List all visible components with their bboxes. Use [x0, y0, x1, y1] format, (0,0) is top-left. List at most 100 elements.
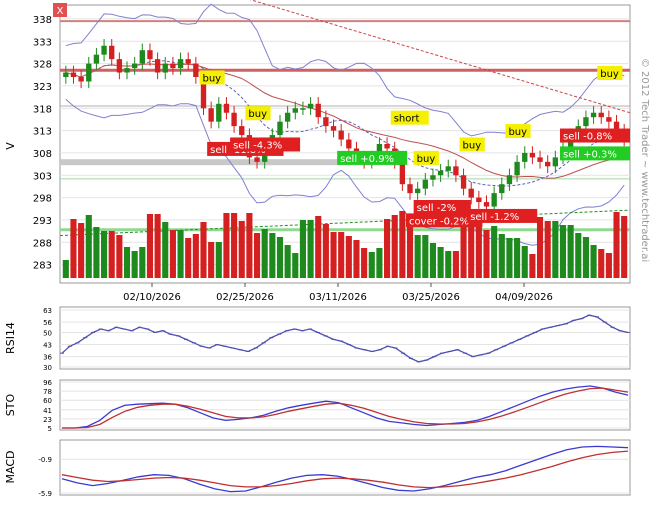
volume-bar	[269, 233, 276, 278]
candle	[545, 161, 551, 167]
volume-bar	[605, 253, 612, 278]
volume-bar	[292, 253, 299, 278]
candle	[414, 188, 421, 194]
candle	[109, 45, 115, 60]
volume-bar	[353, 240, 360, 278]
volume-bar	[192, 234, 199, 278]
candle	[239, 126, 245, 136]
candle	[552, 157, 559, 167]
candle	[277, 121, 283, 136]
candle	[583, 117, 589, 127]
volume-bar	[460, 210, 467, 278]
sto-axis-label: STO	[4, 393, 17, 416]
candle	[116, 59, 123, 73]
candle	[307, 103, 314, 109]
volume-bar	[284, 245, 291, 278]
volume-bar	[299, 220, 306, 278]
candle	[483, 202, 490, 207]
volume-bar	[414, 235, 421, 278]
volume-bar	[475, 226, 482, 278]
volume-bar	[177, 230, 184, 278]
signal-label: short	[394, 114, 420, 125]
signal-label: sell -1.2%	[470, 212, 519, 223]
volume-bar	[621, 216, 628, 278]
macd-axis-label: MACD	[4, 451, 17, 484]
signal-badge	[413, 150, 439, 165]
close-icon[interactable]: X	[57, 6, 64, 17]
candle	[590, 112, 597, 118]
volume-bar	[498, 234, 505, 278]
signal-label: buy	[600, 69, 619, 80]
candle	[131, 63, 138, 69]
close-button[interactable]	[53, 3, 67, 17]
volume-bar	[598, 249, 605, 278]
volume-bar	[307, 220, 314, 278]
signal-label: sell -2%	[417, 203, 457, 214]
volume-bar	[429, 243, 437, 278]
volume-bar	[62, 260, 69, 278]
volume-bar	[445, 251, 452, 278]
volume-bar	[391, 215, 398, 278]
candle	[384, 144, 390, 149]
candle	[445, 166, 451, 171]
volume-bar	[384, 219, 391, 278]
candle	[422, 179, 428, 189]
candle	[514, 161, 520, 176]
volume-bar	[437, 247, 444, 278]
price-tick-label: 298	[33, 194, 52, 205]
volume-bar	[139, 247, 146, 278]
candle	[437, 170, 444, 176]
price-tick-label: 293	[33, 216, 52, 227]
date-label: 04/09/2026	[495, 292, 553, 303]
candle	[407, 184, 413, 194]
signal-label: cover -0.2%	[409, 216, 469, 227]
price-tick-label: 328	[33, 60, 52, 71]
signal-label: sell -0.8%	[563, 132, 612, 143]
watermark: © 2012 Tech Trader ~ www.techtrader.ai	[639, 58, 650, 262]
signal-badge	[390, 110, 429, 125]
trendline	[249, 0, 631, 114]
candle	[86, 63, 92, 82]
volume-bar	[345, 236, 352, 278]
lower-band-line	[65, 98, 625, 246]
candle	[399, 161, 406, 185]
price-tick-label: 318	[33, 104, 52, 115]
candle	[453, 166, 459, 176]
macd-tick-label: -0.9	[38, 456, 52, 464]
signal-badge	[467, 208, 538, 223]
candle	[93, 54, 100, 64]
volume-bar	[567, 225, 574, 278]
volume-bar	[146, 214, 154, 278]
macd-series-line	[61, 450, 629, 489]
volume-bar	[123, 247, 131, 278]
candle	[292, 108, 298, 113]
volume-bar	[575, 233, 582, 278]
signal-badge	[245, 106, 271, 121]
volume-bar	[552, 221, 559, 278]
sto-series-line	[62, 385, 629, 429]
volume-bar	[514, 238, 521, 278]
sto-series-line	[62, 387, 629, 429]
candle	[124, 68, 130, 73]
candle	[430, 175, 436, 180]
date-label: 02/25/2026	[216, 292, 274, 303]
signal-label: buy	[417, 154, 436, 165]
signal-badge	[413, 200, 471, 214]
candle	[70, 72, 77, 77]
signal-label: sell -4.3%	[233, 140, 282, 151]
candle	[231, 112, 237, 127]
volume-bar	[452, 251, 459, 278]
macd-panel	[59, 439, 631, 496]
candle	[376, 144, 383, 158]
signal-badge	[560, 128, 630, 143]
candle	[613, 121, 620, 131]
volume-bar	[368, 252, 375, 278]
candle	[529, 152, 536, 158]
candle	[78, 77, 84, 82]
volume-bar	[376, 248, 383, 278]
volume-bar	[131, 251, 138, 278]
signal-label: buy	[508, 127, 527, 138]
date-label: 03/25/2026	[402, 292, 460, 303]
volume-bar	[468, 218, 475, 278]
